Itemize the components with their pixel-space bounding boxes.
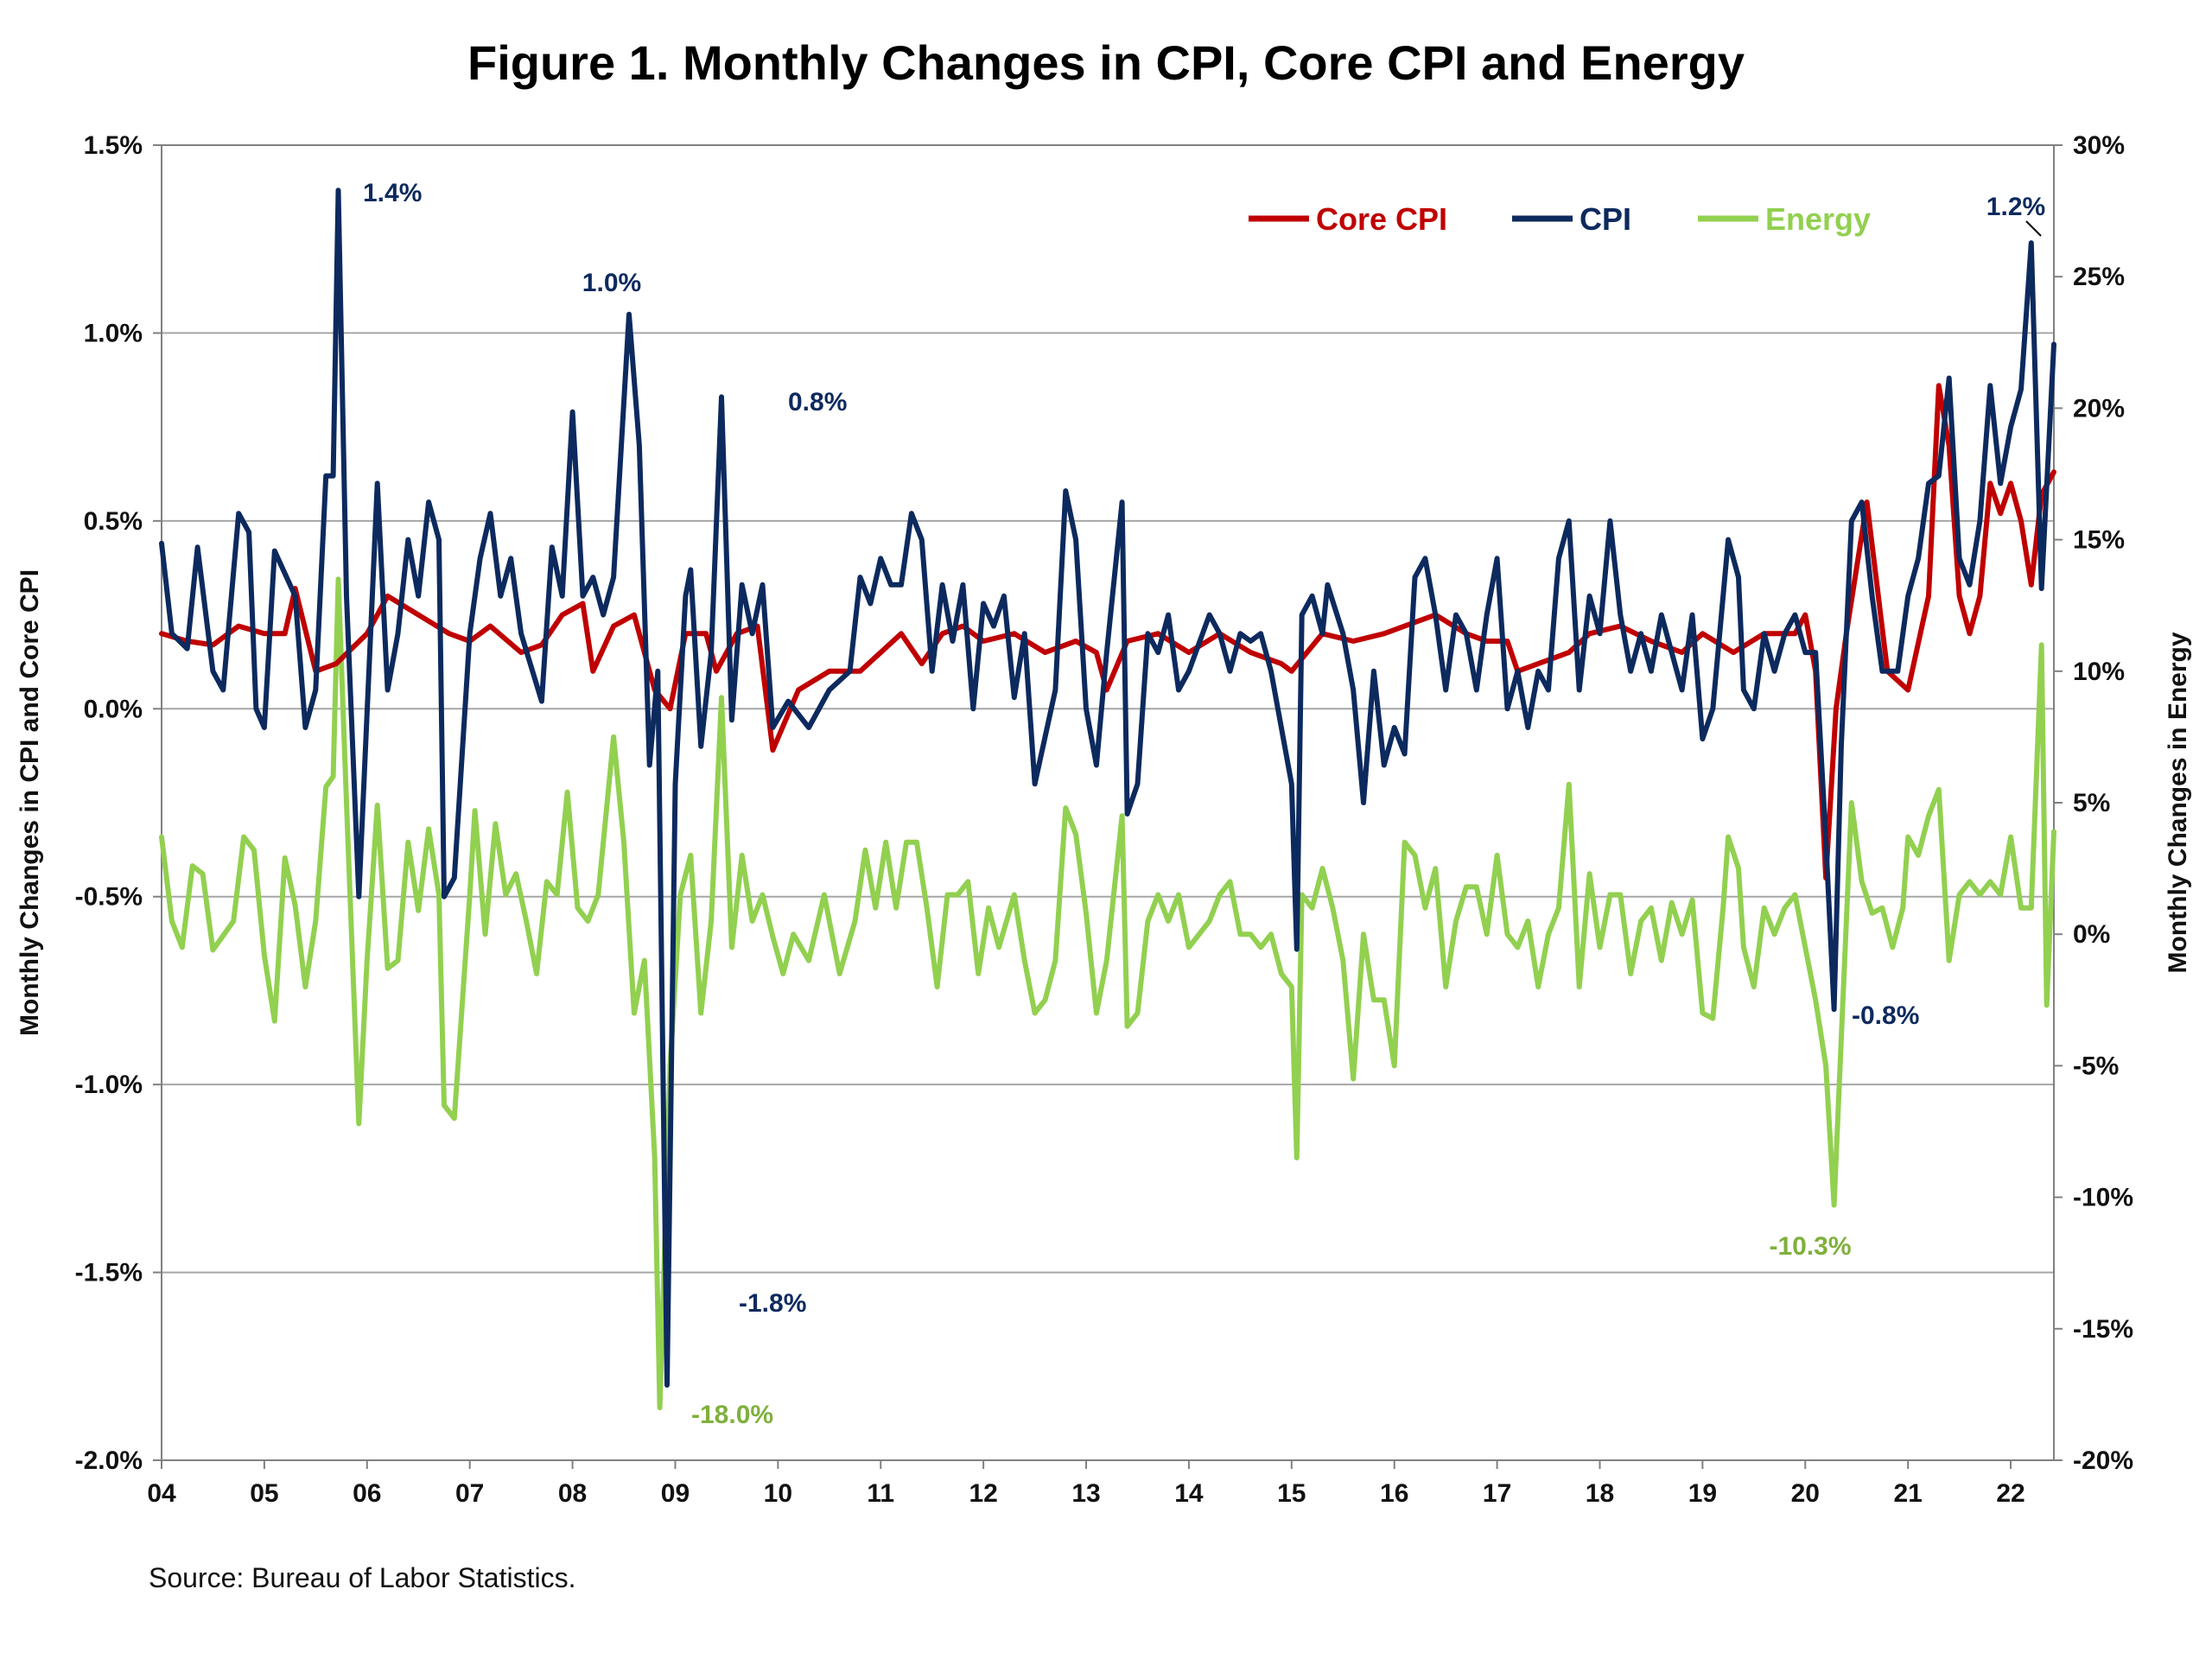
x-tick-label: 05: [250, 1479, 278, 1508]
y-left-tick-label: 0.5%: [84, 507, 143, 536]
x-tick-label: 06: [353, 1479, 381, 1508]
x-tick-label: 19: [1688, 1479, 1717, 1508]
series-line-cpi: [159, 188, 2056, 1388]
y-left-tick-label: -0.5%: [75, 883, 143, 912]
y-right-tick-label: 20%: [2073, 394, 2125, 423]
series-line-energy: [159, 576, 2056, 1411]
gridlines: [162, 332, 2054, 1274]
source-note: Source: Bureau of Labor Statistics.: [149, 1562, 576, 1593]
x-tick-label: 10: [764, 1479, 792, 1508]
annotation-leader-line: [2025, 220, 2042, 237]
x-tick-label: 08: [558, 1479, 587, 1508]
x-tick-label: 09: [661, 1479, 690, 1508]
y-right-tick-label: 25%: [2073, 263, 2125, 291]
annotation-label: -1.8%: [739, 1289, 806, 1318]
x-tick-label: 13: [1071, 1479, 1100, 1508]
y-right-tick-label: 15%: [2073, 526, 2125, 555]
legend: Core CPI CPI Energy: [1249, 201, 1871, 237]
x-tick-label: 04: [147, 1479, 176, 1508]
y-left-tick-label: 1.5%: [84, 131, 143, 160]
x-tick-label: 20: [1791, 1479, 1820, 1508]
x-tick-label: 14: [1174, 1479, 1204, 1508]
y-left-tick-label: 1.0%: [84, 319, 143, 347]
y-left-tick-label: -1.0%: [75, 1071, 143, 1099]
x-tick-label: 12: [969, 1479, 997, 1508]
annotation-label: -0.8%: [1852, 1001, 1919, 1030]
x-tick-label: 11: [867, 1479, 894, 1508]
y-right-tick-label: -20%: [2073, 1446, 2133, 1475]
legend-label: Core CPI: [1316, 201, 1447, 237]
y-left-tick-label: 0.0%: [84, 695, 143, 723]
y-right-tick-label: 0%: [2073, 920, 2110, 949]
legend-label: Energy: [1765, 201, 1871, 237]
y-left-axis-title: Monthly Changes in CPI and Core CPI: [16, 569, 44, 1036]
y-right-tick-label: 10%: [2073, 658, 2125, 686]
annotation-label: 1.2%: [1986, 193, 2045, 221]
x-tick-label: 16: [1380, 1479, 1408, 1508]
annotation-label: 1.4%: [363, 179, 422, 207]
x-tick-label: 18: [1586, 1479, 1614, 1508]
legend-label: CPI: [1580, 201, 1631, 237]
x-tick-label: 07: [455, 1479, 484, 1508]
annotation-label: -18.0%: [691, 1401, 773, 1429]
y-right-axis-title: Monthly Changes in Energy: [2164, 632, 2192, 973]
x-tick-label: 22: [1996, 1479, 2024, 1508]
x-tick-label: 21: [1893, 1479, 1922, 1508]
y-right-tick-label: -5%: [2073, 1052, 2119, 1080]
data-annotations: 1.4% 1.0% 0.8% -1.8% -18.0% -0.8% -10.3% 1.2%: [363, 179, 2045, 1429]
y-right-tick-label: 5%: [2073, 789, 2110, 817]
series-line-core-cpi: [159, 383, 2056, 880]
chart-title: Figure 1. Monthly Changes in CPI, Core C…: [467, 35, 1745, 90]
y-right-tick-label: 30%: [2073, 131, 2125, 160]
y-right-tick-label: -15%: [2073, 1315, 2133, 1344]
x-tick-label: 15: [1277, 1479, 1306, 1508]
axes: -2.0% -1.5% -1.0% -0.5% 0.0% 0.5% 1.0% 1.5% -20%…: [16, 131, 2192, 1508]
annotation-label: 1.0%: [582, 269, 641, 297]
annotation-label: -10.3%: [1769, 1232, 1851, 1261]
series-lines: [159, 188, 2056, 1411]
annotation-label: 0.8%: [788, 388, 847, 416]
y-left-tick-label: -2.0%: [75, 1446, 143, 1475]
y-left-tick-label: -1.5%: [75, 1259, 143, 1287]
y-right-tick-label: -10%: [2073, 1184, 2133, 1212]
x-tick-label: 17: [1483, 1479, 1511, 1508]
